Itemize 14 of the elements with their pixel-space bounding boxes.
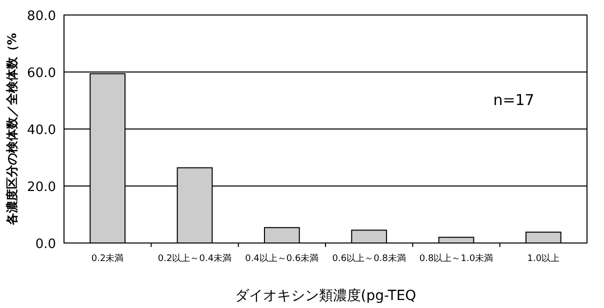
y-axis-title: 各濃度区分の検体数／全検体数（% <box>5 32 19 226</box>
y-tick-label: 20.0 <box>27 180 56 195</box>
y-tick-label: 0.0 <box>35 237 56 252</box>
annotation: n=17 <box>493 91 534 109</box>
x-tick-label: 0.6以上～0.8未満 <box>332 253 406 264</box>
x-tick-label: 0.2未満 <box>91 253 124 264</box>
x-axis-title: ダイオキシン類濃度(pg-TEQ <box>234 288 416 304</box>
y-tick-label: 40.0 <box>27 123 56 138</box>
x-tick-label: 1.0以上 <box>527 253 560 264</box>
x-tick-label: 0.2以上～0.4未満 <box>158 253 232 264</box>
x-tick-label: 0.8以上～1.0未満 <box>419 253 494 264</box>
y-tick-label: 80.0 <box>27 9 56 24</box>
y-tick-label: 60.0 <box>27 66 56 81</box>
x-tick-label: 0.4以上～0.6未満 <box>245 253 319 264</box>
